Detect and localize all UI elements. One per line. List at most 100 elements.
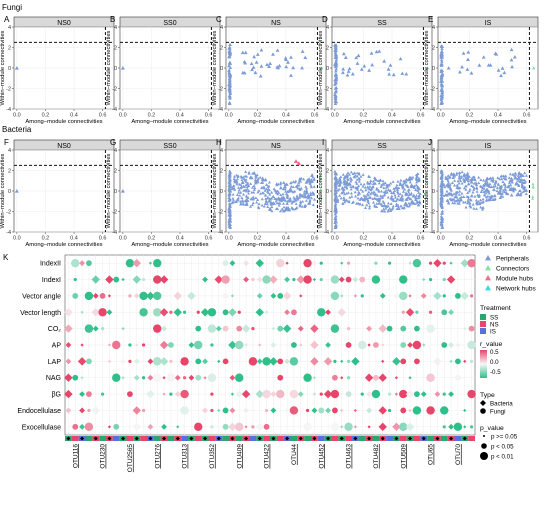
data-point-peripheral [466, 57, 470, 61]
mark-fungi [128, 294, 132, 298]
data-point-peripheral [268, 192, 272, 196]
row-label: Vector length [20, 310, 61, 317]
data-point-peripheral [279, 193, 283, 197]
legend-label-type: Fungi [490, 409, 505, 416]
legend-label-network-hubs: Network hubs [496, 286, 536, 293]
data-point-peripheral [450, 198, 454, 202]
mark-fungi [72, 423, 79, 430]
mark-fungi [221, 275, 230, 284]
tick-label-x: 0.0 [13, 236, 21, 242]
data-point-peripheral [508, 172, 512, 176]
tick-label-x: 0.6 [311, 113, 319, 119]
data-point-peripheral [458, 189, 462, 193]
data-point-peripheral [357, 190, 361, 194]
data-point-peripheral [448, 197, 452, 200]
treatment-cell [126, 436, 134, 441]
data-point-peripheral [283, 56, 288, 60]
mark-fungi [330, 275, 340, 284]
mark-fungi [195, 374, 202, 381]
data-point-peripheral [240, 198, 244, 202]
data-point-peripheral [369, 179, 373, 182]
y-axis-label: Within−module connectivities [0, 30, 6, 105]
data-point-peripheral [272, 187, 276, 191]
column-label: OTU70 [455, 444, 462, 465]
data-point-peripheral [285, 195, 289, 198]
treatment-cell [99, 436, 106, 441]
panel-letter: H [216, 138, 222, 147]
tick-label-y: 4 [114, 25, 117, 31]
mark-bacteria [80, 376, 84, 380]
data-point-peripheral [289, 73, 293, 77]
tick-label-y: -4 [324, 230, 329, 236]
data-point-peripheral [265, 183, 269, 186]
data-point-peripheral [500, 66, 505, 70]
data-point-peripheral [510, 180, 514, 184]
data-point-peripheral [386, 195, 390, 199]
data-point-peripheral [366, 181, 370, 185]
tick-label-y: 2 [114, 46, 117, 52]
data-point-peripheral [238, 193, 242, 197]
treatment-cell [85, 436, 93, 441]
data-point-peripheral [487, 191, 491, 195]
data-point-peripheral [500, 177, 504, 181]
mark-bacteria [147, 423, 154, 430]
data-point-peripheral [439, 79, 443, 83]
mark-bacteria [285, 261, 289, 265]
mark-bacteria [422, 343, 426, 347]
data-point-peripheral [472, 181, 476, 185]
data-point-peripheral [340, 191, 344, 195]
mark-bacteria [217, 408, 221, 413]
mark-fungi [125, 258, 135, 268]
data-point-peripheral [379, 185, 383, 188]
data-point-peripheral [334, 204, 338, 208]
tick-label-x: 0.6 [99, 236, 107, 242]
data-point-peripheral [237, 188, 241, 192]
data-point-peripheral [523, 171, 527, 175]
mark-bacteria [367, 425, 371, 429]
points [120, 66, 125, 70]
y-axis-label: Within−module connectivities [318, 153, 324, 228]
tick-label-y: 2 [432, 46, 435, 52]
data-point-peripheral [448, 192, 452, 196]
data-point-peripheral [264, 199, 268, 202]
tick-label-y: -4 [430, 107, 435, 113]
mark-bacteria [162, 392, 166, 396]
data-point-peripheral [414, 188, 418, 191]
data-point-connector [531, 182, 535, 186]
mark-fungi [441, 342, 448, 348]
data-point-peripheral [360, 196, 364, 200]
data-point-peripheral [296, 195, 300, 199]
mark-bacteria [269, 275, 278, 284]
mark-bacteria [132, 406, 141, 415]
data-point-peripheral [364, 188, 368, 192]
data-point-peripheral [490, 185, 494, 188]
mark-fungi [180, 406, 189, 415]
data-point-peripheral [228, 53, 232, 57]
data-point-peripheral [274, 207, 278, 210]
mark-fungi [139, 308, 148, 317]
mark-bacteria [378, 324, 387, 333]
data-point-peripheral [345, 186, 349, 190]
data-point-peripheral [488, 182, 492, 186]
data-point-peripheral [341, 173, 345, 176]
data-point-peripheral [475, 202, 479, 206]
data-point-peripheral [502, 70, 507, 75]
data-point-peripheral [468, 204, 472, 208]
data-point-peripheral [450, 193, 454, 197]
mark-bacteria [460, 291, 469, 301]
data-point-peripheral [440, 91, 444, 95]
mark-bacteria [340, 425, 344, 429]
mark-fungi [289, 357, 299, 366]
data-point-peripheral [337, 179, 341, 182]
data-point-peripheral [355, 174, 359, 178]
data-point-peripheral [251, 201, 255, 205]
data-point-peripheral [275, 198, 279, 201]
data-point-peripheral [266, 185, 270, 188]
tick-label-y: -2 [218, 87, 223, 93]
data-point-peripheral [460, 191, 464, 195]
data-point-peripheral [382, 201, 386, 204]
data-point-peripheral [354, 194, 358, 198]
data-point-peripheral [334, 67, 338, 71]
